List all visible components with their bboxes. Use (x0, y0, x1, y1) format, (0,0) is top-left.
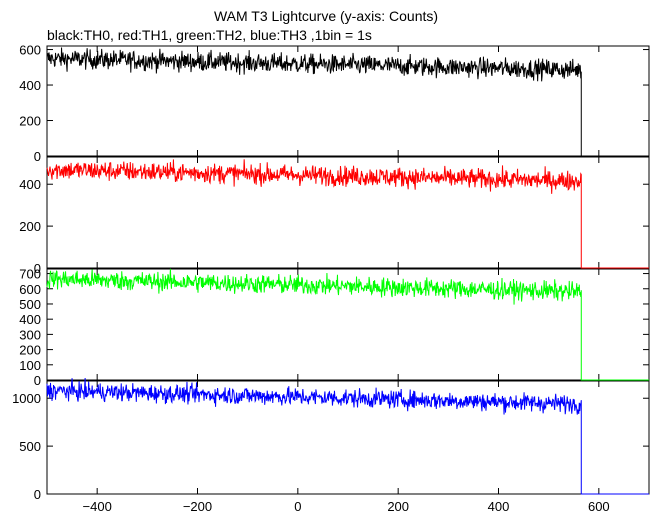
y-tick-label: 400 (19, 177, 41, 192)
x-tick-label: 400 (488, 499, 510, 514)
y-tick-label: 400 (19, 312, 41, 327)
panel-frame-1 (46, 156, 650, 269)
y-tick-label: 700 (19, 267, 41, 282)
series-line-1 (46, 159, 649, 269)
series-line-3 (46, 378, 649, 495)
x-tick-label: −200 (183, 499, 212, 514)
y-tick-label: 600 (19, 282, 41, 297)
y-tick-label: 100 (19, 358, 41, 373)
y-tick-label: 500 (19, 297, 41, 312)
y-tick-label: 0 (34, 487, 41, 502)
y-tick-label: 0 (34, 149, 41, 164)
panel-frame-2 (46, 268, 650, 381)
series-line-2 (46, 268, 649, 381)
y-tick-label: 300 (19, 327, 41, 342)
y-tick-label: 600 (19, 43, 41, 58)
panel-frame-3 (46, 380, 650, 495)
y-tick-label: 0 (34, 373, 41, 388)
panel-frame-0 (46, 45, 650, 157)
y-tick-label: 0 (34, 261, 41, 276)
series-line-0 (46, 47, 649, 157)
x-tick-label: 200 (387, 499, 409, 514)
y-tick-label: 200 (19, 219, 41, 234)
y-tick-label: 200 (19, 343, 41, 358)
y-tick-label: 400 (19, 78, 41, 93)
chart-title: WAM T3 Lightcurve (y-axis: Counts) (213, 8, 439, 24)
x-tick-label: 600 (588, 499, 610, 514)
y-tick-label: 500 (19, 439, 41, 454)
x-tick-label: −400 (83, 499, 112, 514)
x-tick-label: 0 (294, 499, 301, 514)
chart-subtitle: black:TH0, red:TH1, green:TH2, blue:TH3 … (47, 27, 372, 43)
y-tick-label: 1000 (12, 391, 41, 406)
y-tick-label: 200 (19, 114, 41, 129)
